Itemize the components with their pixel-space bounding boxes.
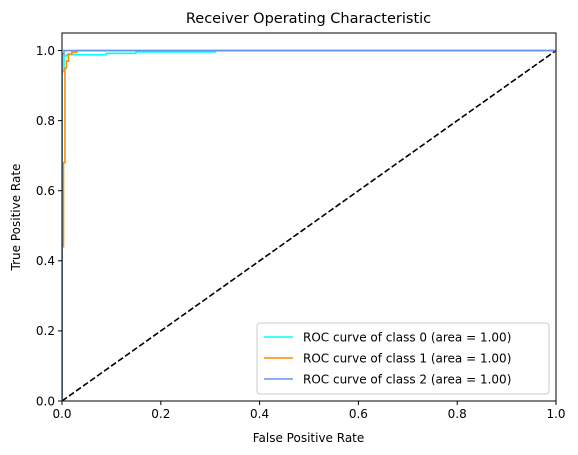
series-layer — [62, 49, 556, 401]
x-tick-label: 0.8 — [448, 407, 467, 421]
x-tick-label: 1.0 — [546, 407, 565, 421]
reference-diagonal-line — [62, 49, 556, 401]
legend-label-class-0: ROC curve of class 0 (area = 1.00) — [303, 330, 511, 344]
series-line-class-2 — [62, 49, 556, 401]
legend-label-class-1: ROC curve of class 1 (area = 1.00) — [303, 351, 511, 365]
series-line-class-1 — [62, 49, 556, 401]
x-axis-label: False Positive Rate — [253, 431, 365, 445]
x-tick-label: 0.2 — [151, 407, 170, 421]
x-tick-label: 0.6 — [349, 407, 368, 421]
y-tick-label: 0.6 — [36, 184, 55, 198]
series-line-class-0 — [62, 49, 556, 401]
y-tick-label: 0.0 — [36, 394, 55, 408]
x-axis-ticks: 0.0 0.2 0.4 0.6 0.8 1.0 — [52, 401, 566, 421]
y-axis-ticks: 0.0 0.2 0.4 0.6 0.8 1.0 — [36, 44, 62, 408]
y-tick-label: 1.0 — [36, 44, 55, 58]
x-tick-label: 0.0 — [52, 407, 71, 421]
y-tick-label: 0.4 — [36, 254, 55, 268]
legend: ROC curve of class 0 (area = 1.00) ROC cu… — [256, 322, 550, 395]
legend-label-class-2: ROC curve of class 2 (area = 1.00) — [303, 372, 511, 386]
legend-box — [256, 322, 550, 395]
x-tick-label: 0.4 — [250, 407, 269, 421]
y-axis-label: True Positive Rate — [9, 164, 23, 272]
y-tick-label: 0.2 — [36, 324, 55, 338]
chart-title: Receiver Operating Characteristic — [186, 11, 431, 27]
plot-area — [61, 32, 557, 402]
y-tick-label: 0.8 — [36, 114, 55, 128]
axes-frame — [61, 32, 557, 402]
